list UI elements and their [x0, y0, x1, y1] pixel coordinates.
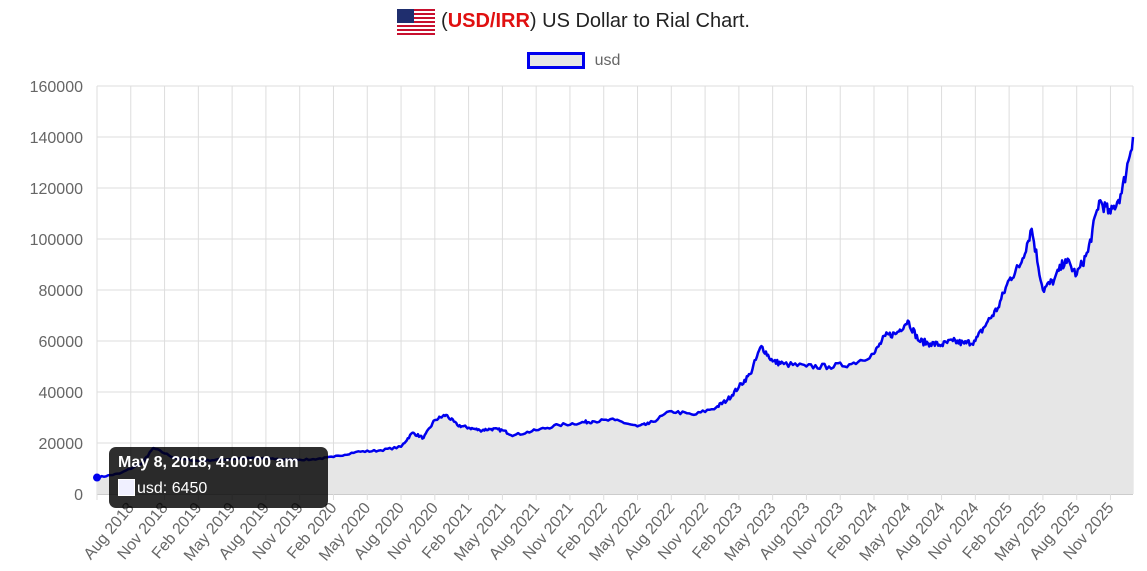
data-point-usd[interactable]: [972, 338, 978, 344]
data-tooltip: May 8, 2018, 4:00:00 am usd: 6450: [109, 447, 328, 508]
data-point-usd[interactable]: [905, 318, 911, 324]
data-point-usd[interactable]: [894, 330, 900, 336]
data-point-usd[interactable]: [376, 448, 382, 454]
y-tick-label: 120000: [30, 181, 83, 198]
data-point-usd[interactable]: [612, 417, 618, 423]
y-tick-label: 80000: [39, 283, 84, 300]
data-point-usd[interactable]: [984, 320, 990, 326]
data-point-usd[interactable]: [1096, 198, 1102, 204]
data-point-usd[interactable]: [713, 404, 719, 410]
data-point-usd[interactable]: [477, 427, 483, 433]
data-point-usd[interactable]: [466, 425, 472, 431]
data-point-usd[interactable]: [871, 351, 877, 357]
y-tick-label: 0: [74, 487, 83, 504]
data-point-usd[interactable]: [578, 420, 584, 426]
y-tick-label: 40000: [39, 385, 84, 402]
tooltip-swatch: [118, 479, 135, 496]
legend-swatch-usd[interactable]: [526, 52, 585, 70]
data-point-usd[interactable]: [747, 371, 753, 377]
data-point-usd[interactable]: [758, 343, 764, 349]
data-point-usd[interactable]: [826, 364, 832, 370]
data-point-usd[interactable]: [995, 305, 1001, 311]
hovered-point-marker: [93, 473, 101, 482]
y-tick-label: 60000: [39, 334, 84, 351]
data-point-usd[interactable]: [736, 384, 742, 390]
tooltip-title: May 8, 2018, 4:00:00 am: [118, 454, 299, 471]
data-point-usd[interactable]: [1107, 211, 1113, 217]
data-point-usd[interactable]: [454, 422, 460, 428]
y-axis: 0 20000 40000 60000 80000 100000 120000 140000 1…: [30, 79, 83, 504]
title-prefix: (: [441, 10, 448, 32]
y-tick-label: 100000: [30, 232, 83, 249]
data-point-usd[interactable]: [1119, 190, 1125, 196]
tooltip-row: usd: 6450: [118, 479, 319, 499]
data-point-usd[interactable]: [443, 412, 449, 418]
data-point-usd[interactable]: [725, 397, 731, 403]
data-point-usd[interactable]: [927, 341, 933, 347]
data-point-usd[interactable]: [1040, 287, 1046, 293]
data-point-usd[interactable]: [803, 364, 809, 370]
data-point-usd[interactable]: [499, 427, 505, 433]
data-point-usd[interactable]: [421, 435, 427, 441]
data-point-usd[interactable]: [1051, 277, 1057, 283]
data-point-usd[interactable]: [770, 358, 776, 364]
data-point-usd[interactable]: [432, 417, 438, 423]
data-point-usd[interactable]: [1029, 226, 1035, 232]
data-point-usd[interactable]: [1006, 277, 1012, 283]
title-suffix: ) US Dollar to Rial Chart.: [529, 10, 750, 32]
y-tick-label: 160000: [30, 79, 83, 96]
series-usd-area: [97, 137, 1133, 494]
data-point-usd[interactable]: [781, 361, 787, 367]
data-point-usd[interactable]: [353, 449, 359, 455]
y-tick-label: 140000: [30, 130, 83, 147]
data-point-usd[interactable]: [511, 432, 517, 438]
data-point-usd[interactable]: [882, 333, 888, 339]
data-point-usd[interactable]: [848, 361, 854, 367]
data-point-usd[interactable]: [330, 454, 336, 460]
data-point-usd[interactable]: [950, 338, 956, 344]
data-point-usd[interactable]: [533, 427, 539, 433]
data-point-usd[interactable]: [1085, 249, 1091, 255]
data-point-usd[interactable]: [646, 421, 652, 427]
us-flag-icon: [397, 8, 436, 35]
data-point-usd[interactable]: [409, 430, 415, 436]
data-point-usd[interactable]: [589, 418, 595, 424]
series-usd-line[interactable]: [96, 136, 1135, 480]
tooltip-value: usd: 6450: [137, 480, 208, 497]
data-point-usd[interactable]: [635, 423, 641, 429]
chart-title: (USD/IRR) US Dollar to Rial Chart.: [0, 6, 1147, 36]
data-point-usd[interactable]: [961, 341, 967, 347]
data-point-usd[interactable]: [939, 342, 945, 348]
data-point-usd[interactable]: [1062, 256, 1068, 262]
data-point-usd[interactable]: [556, 422, 562, 428]
data-point-usd[interactable]: [398, 444, 404, 450]
data-point-usd[interactable]: [488, 426, 494, 432]
title-currency-code: USD/IRR: [447, 10, 530, 32]
data-point-usd[interactable]: [691, 412, 697, 418]
series-usd[interactable]: [93, 134, 1136, 494]
legend[interactable]: usd: [0, 50, 1147, 72]
data-point-usd[interactable]: [916, 338, 922, 344]
data-point-usd[interactable]: [1074, 272, 1080, 278]
data-point-usd[interactable]: [668, 408, 674, 414]
y-tick-label: 20000: [39, 436, 84, 453]
data-point-usd[interactable]: [1130, 134, 1136, 140]
data-point-usd[interactable]: [1017, 262, 1023, 268]
legend-label-usd[interactable]: usd: [594, 52, 621, 69]
